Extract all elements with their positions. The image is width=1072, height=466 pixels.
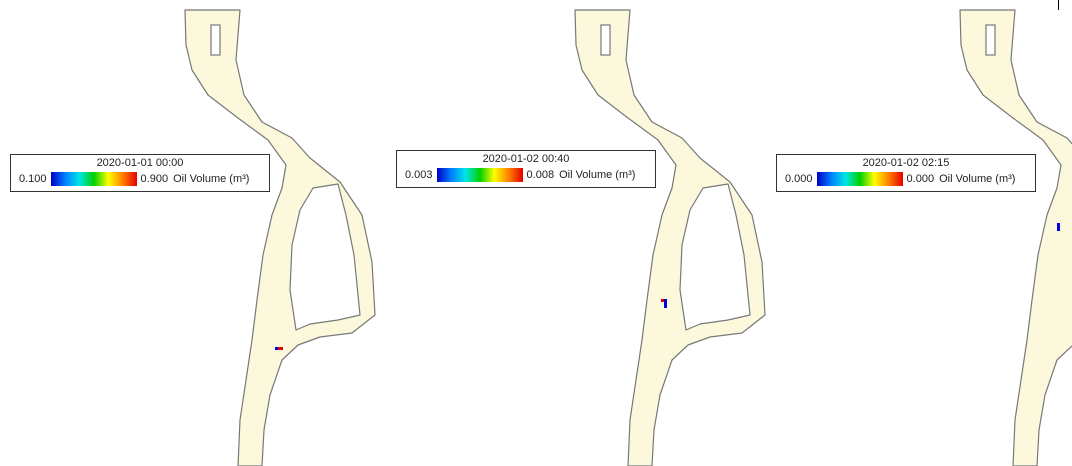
legend-min-value: 0.100: [19, 173, 47, 185]
legend-colorbar-row: 0.000 0.000 Oil Volume (m³): [785, 172, 1015, 186]
legend-min-value: 0.000: [785, 173, 813, 185]
legend-timestamp: 2020-01-02 02:15: [862, 157, 950, 169]
legend-colorbar: [436, 168, 523, 182]
river-channel: [574, 9, 766, 466]
oil-spill-marker-red: [278, 347, 283, 350]
oil-spill-marker-blue: [1057, 223, 1060, 231]
map-panel-2: [390, 0, 775, 466]
river-map-2: [574, 9, 766, 466]
river-map-1: [184, 9, 376, 466]
legend-timestamp: 2020-01-01 00:00: [96, 157, 184, 169]
legend-panel-3: 2020-01-02 02:15 0.000 0.000 Oil Volume …: [776, 154, 1036, 192]
oil-spill-marker-red: [661, 299, 664, 302]
legend-min-value: 0.003: [405, 169, 433, 181]
legend-panel-2: 2020-01-02 00:40 0.003 0.008 Oil Volume …: [396, 150, 656, 188]
legend-colorbar: [50, 172, 137, 186]
river-channel: [184, 9, 376, 466]
corner-tick-mark: [1058, 0, 1059, 10]
legend-unit-label: Oil Volume (m³): [173, 173, 250, 185]
river-map-3: [959, 9, 1072, 466]
legend-max-value: 0.900: [140, 173, 169, 185]
legend-colorbar-row: 0.003 0.008 Oil Volume (m³): [405, 168, 635, 182]
oil-spill-marker-blue: [664, 299, 667, 308]
map-panel-3: [775, 0, 1072, 466]
legend-timestamp: 2020-01-02 00:40: [482, 153, 570, 165]
legend-unit-label: Oil Volume (m³): [559, 169, 636, 181]
oil-spill-marker-blue: [275, 347, 278, 350]
legend-colorbar-row: 0.100 0.900 Oil Volume (m³): [19, 172, 249, 186]
legend-max-value: 0.008: [526, 169, 555, 181]
river-channel: [959, 9, 1072, 466]
legend-panel-1: 2020-01-01 00:00 0.100 0.900 Oil Volume …: [10, 154, 270, 192]
legend-max-value: 0.000: [906, 173, 935, 185]
legend-unit-label: Oil Volume (m³): [939, 173, 1016, 185]
legend-colorbar: [816, 172, 903, 186]
map-panel-1: [0, 0, 390, 466]
